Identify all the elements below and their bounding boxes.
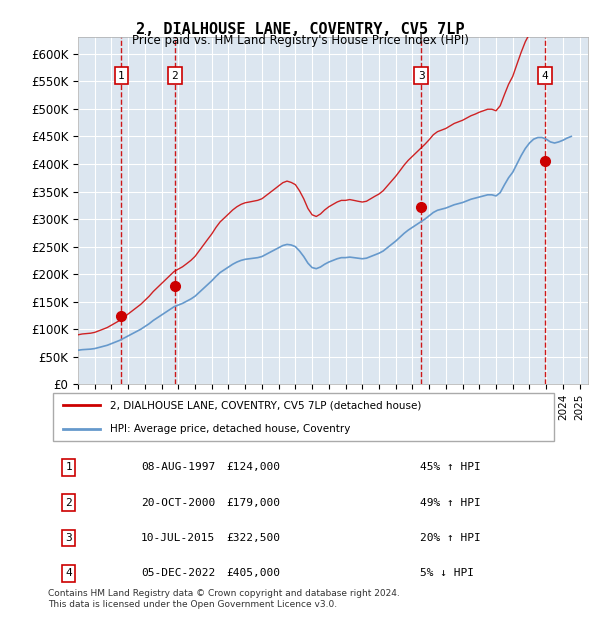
Text: 08-AUG-1997: 08-AUG-1997 (141, 462, 215, 472)
Text: 49% ↑ HPI: 49% ↑ HPI (419, 497, 480, 508)
Text: 05-DEC-2022: 05-DEC-2022 (141, 568, 215, 578)
Text: 2: 2 (65, 497, 72, 508)
Text: 4: 4 (541, 71, 548, 81)
Text: 3: 3 (418, 71, 424, 81)
Text: 2, DIALHOUSE LANE, COVENTRY, CV5 7LP (detached house): 2, DIALHOUSE LANE, COVENTRY, CV5 7LP (de… (110, 401, 421, 410)
Text: £405,000: £405,000 (226, 568, 280, 578)
Text: 20% ↑ HPI: 20% ↑ HPI (419, 533, 480, 543)
FancyBboxPatch shape (53, 393, 554, 441)
Text: £322,500: £322,500 (226, 533, 280, 543)
Text: HPI: Average price, detached house, Coventry: HPI: Average price, detached house, Cove… (110, 423, 350, 433)
Text: 1: 1 (65, 462, 72, 472)
Text: Contains HM Land Registry data © Crown copyright and database right 2024.
This d: Contains HM Land Registry data © Crown c… (48, 590, 400, 609)
Text: £179,000: £179,000 (226, 497, 280, 508)
Text: 2, DIALHOUSE LANE, COVENTRY, CV5 7LP: 2, DIALHOUSE LANE, COVENTRY, CV5 7LP (136, 22, 464, 37)
Text: 2: 2 (172, 71, 178, 81)
Text: 4: 4 (65, 568, 72, 578)
Text: 3: 3 (65, 533, 72, 543)
Text: 5% ↓ HPI: 5% ↓ HPI (419, 568, 473, 578)
Text: 10-JUL-2015: 10-JUL-2015 (141, 533, 215, 543)
Text: 45% ↑ HPI: 45% ↑ HPI (419, 462, 480, 472)
Text: Price paid vs. HM Land Registry's House Price Index (HPI): Price paid vs. HM Land Registry's House … (131, 34, 469, 47)
Text: 20-OCT-2000: 20-OCT-2000 (141, 497, 215, 508)
Text: £124,000: £124,000 (226, 462, 280, 472)
Text: 1: 1 (118, 71, 125, 81)
